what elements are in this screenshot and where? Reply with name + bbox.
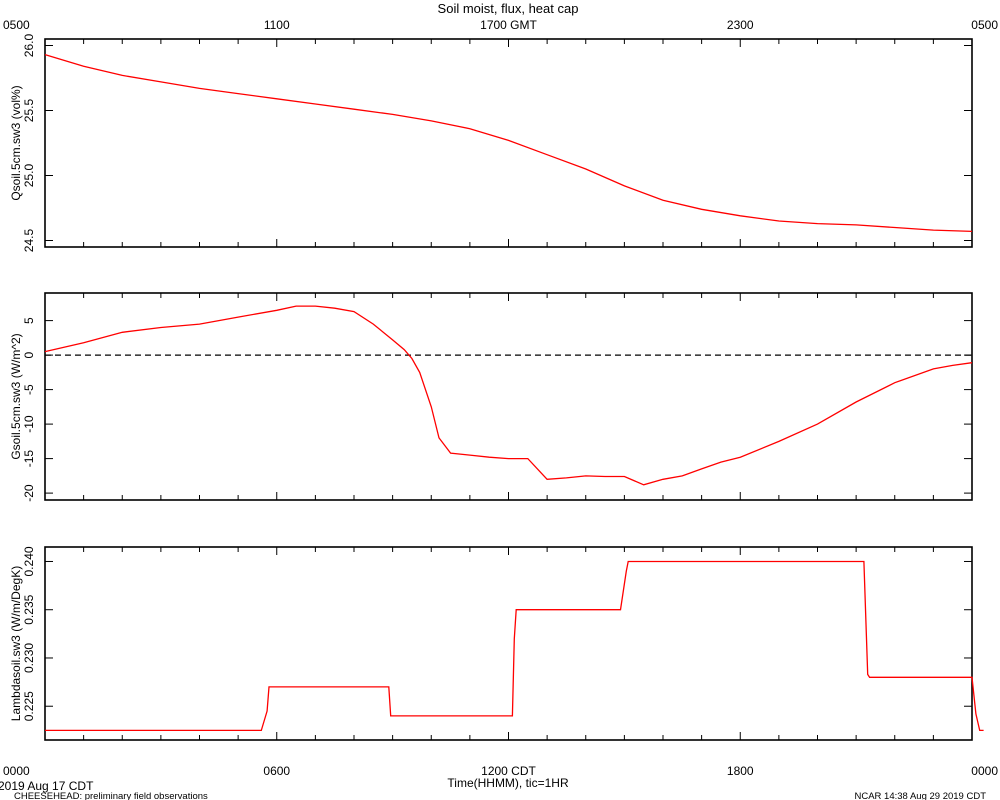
bottom-axis-tick-label: 1200 CDT — [481, 764, 536, 778]
series-line — [44, 305, 973, 486]
top-axis-tick-label: 1700 GMT — [480, 18, 537, 32]
bottom-axis-tick-label: 0000 — [3, 764, 30, 778]
panel-2: -20 -15 -10 -5 0 5 Gsoil.5cm.sw3 (W/m^2) — [9, 292, 973, 502]
bottom-axis-tick-label: 0600 — [263, 764, 290, 778]
y-tick-label: 0.240 — [22, 546, 36, 576]
bottom-axis-tick-label: 0000 — [971, 764, 998, 778]
top-axis-tick-label: 0500 — [3, 18, 30, 32]
y-axis-label: Qsoil.5cm.sw3 (vol%) — [9, 85, 23, 200]
top-axis-tick-label: 0500 — [971, 18, 998, 32]
y-tick-label: 25.0 — [22, 163, 36, 187]
y-tick-label: -20 — [22, 484, 36, 502]
y-tick-label: 0.225 — [22, 691, 36, 721]
bottom-axis-tick-label: 1800 — [727, 764, 754, 778]
top-axis-tick-label: 2300 — [727, 18, 754, 32]
top-axis-tick-label: 1100 — [264, 18, 290, 32]
series-line — [44, 53, 973, 233]
y-tick-label: 25.5 — [22, 98, 36, 122]
plot-frame — [44, 546, 973, 741]
y-tick-label: -15 — [22, 450, 36, 468]
chart-title: Soil moist, flux, heat cap — [438, 1, 579, 16]
y-tick-label: 26.0 — [22, 33, 36, 57]
series-line — [45, 560, 984, 732]
y-tick-label: 0.235 — [22, 594, 36, 624]
footer-right: NCAR 14:38 Aug 29 2019 CDT — [855, 791, 987, 800]
plot-frame — [44, 38, 973, 248]
y-tick-label: 24.5 — [22, 228, 36, 252]
footer-left: CHEESEHEAD: preliminary field observatio… — [14, 791, 208, 800]
y-tick-label: -5 — [22, 384, 36, 395]
plot-frame — [44, 292, 973, 501]
y-tick-label: 0.230 — [22, 643, 36, 673]
y-axis-label: Gsoil.5cm.sw3 (W/m^2) — [9, 333, 23, 459]
y-tick-label: 5 — [22, 317, 36, 324]
panel-1: 24.5 25.0 25.5 26.0 Qsoil.5cm.sw3 (vol%) — [9, 33, 973, 252]
y-tick-label: -10 — [22, 415, 36, 433]
y-axis-label: Lambdasoil.sw3 (W/m/DegK) — [9, 566, 23, 721]
x-axis-label: Time(HHMM), tic=1HR — [447, 776, 569, 790]
y-tick-label: 0 — [22, 351, 36, 358]
date-label: 2019 Aug 17 CDT — [0, 779, 94, 793]
